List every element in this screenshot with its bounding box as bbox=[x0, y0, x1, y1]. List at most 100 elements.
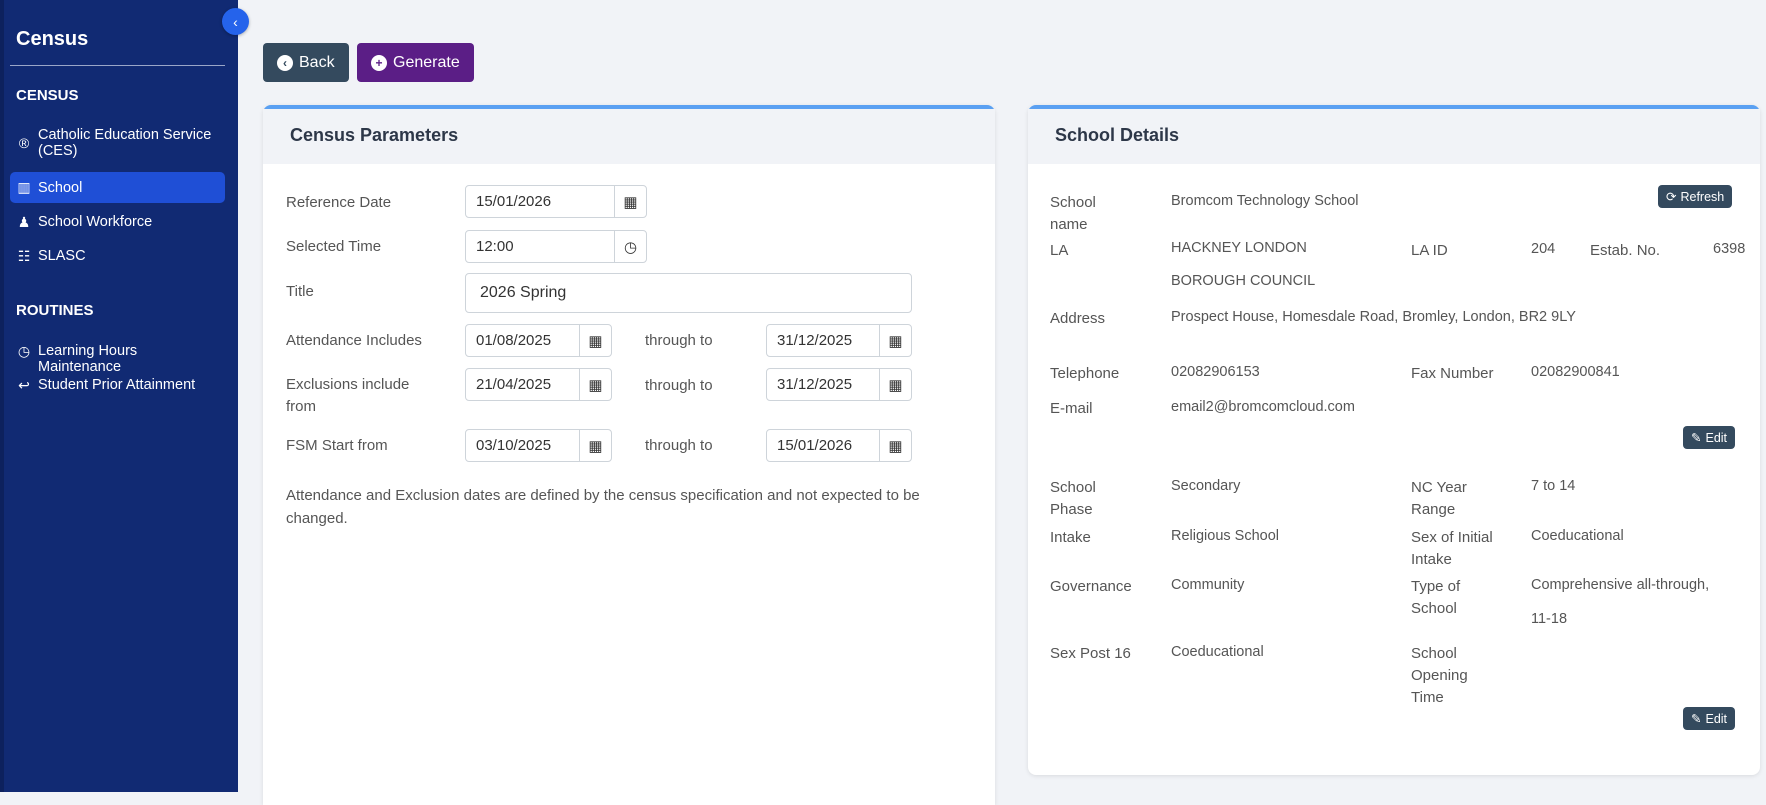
refresh-label: Refresh bbox=[1680, 189, 1725, 204]
edit-label: Edit bbox=[1705, 711, 1728, 726]
registered-icon: ® bbox=[18, 135, 30, 151]
sidebar-item-school-workforce[interactable]: ♟ School Workforce bbox=[10, 210, 225, 235]
input-value: 31/12/2025 bbox=[777, 376, 853, 393]
address-label: Address bbox=[1050, 310, 1106, 327]
calendar-icon[interactable]: ▦ bbox=[579, 325, 611, 356]
calendar-icon[interactable]: ▦ bbox=[879, 430, 911, 461]
through-to-label: through to bbox=[645, 377, 713, 394]
refresh-button[interactable]: ⟳ Refresh bbox=[1658, 185, 1733, 208]
school-name-value: Bromcom Technology School bbox=[1171, 193, 1359, 209]
reply-icon: ↩ bbox=[18, 377, 30, 393]
edit-icon: ✎ bbox=[1691, 712, 1702, 726]
sidebar-item-school[interactable]: ▥ School bbox=[10, 172, 225, 203]
clock-icon: ◷ bbox=[17, 343, 31, 359]
sidebar-item-ces[interactable]: ® Catholic Education Service (CES) bbox=[10, 123, 225, 163]
section-heading-routines: ROUTINES bbox=[16, 302, 94, 319]
selected-time-input[interactable]: 12:00 ◷ bbox=[465, 230, 647, 263]
la-id-value: 204 bbox=[1531, 241, 1556, 257]
fsm-from-input[interactable]: 03/10/2025 ▦ bbox=[465, 429, 612, 462]
sidebar-item-label: Student Prior Attainment bbox=[38, 377, 196, 393]
card-title: Census Parameters bbox=[263, 109, 995, 164]
input-value: 15/01/2026 bbox=[476, 193, 552, 210]
chevron-left-circle-icon: ‹ bbox=[277, 54, 293, 71]
person-icon: ♟ bbox=[17, 214, 31, 230]
sidebar-item-prior-attainment[interactable]: ↩ Student Prior Attainment bbox=[10, 373, 225, 398]
title-input[interactable]: 2026 Spring bbox=[465, 273, 912, 313]
sidebar-title: Census bbox=[16, 28, 89, 50]
phase-value: Secondary bbox=[1171, 478, 1241, 494]
sidebar-item-learning-hours[interactable]: ◷ Learning Hours Maintenance bbox=[10, 339, 225, 379]
fax-value: 02082900841 bbox=[1531, 364, 1620, 380]
nc-label: NC Year Range bbox=[1411, 479, 1467, 518]
building-icon: ▥ bbox=[17, 179, 31, 195]
email-value: email2@bromcomcloud.com bbox=[1171, 399, 1355, 415]
input-value: 12:00 bbox=[476, 238, 514, 255]
type-value: Comprehensive all-through, 11-18 bbox=[1531, 577, 1710, 627]
input-value: 2026 Spring bbox=[480, 284, 567, 301]
nc-value: 7 to 14 bbox=[1531, 478, 1576, 494]
card-title: School Details bbox=[1028, 109, 1760, 164]
sidebar-item-label: School Workforce bbox=[38, 214, 153, 230]
sidebar-item-slasc[interactable]: ☷ SLASC bbox=[10, 244, 225, 269]
exclusions-from-input[interactable]: 21/04/2025 ▦ bbox=[465, 368, 612, 401]
clock-icon[interactable]: ◷ bbox=[614, 231, 646, 262]
census-note: Attendance and Exclusion dates are defin… bbox=[286, 487, 920, 527]
la-id-label: LA ID bbox=[1411, 242, 1448, 259]
school-details-card: School Details bbox=[1028, 105, 1760, 775]
school-name-label: School name bbox=[1050, 194, 1096, 233]
back-button[interactable]: ‹ Back bbox=[263, 43, 349, 82]
edit-details-button[interactable]: ✎ Edit bbox=[1683, 707, 1736, 730]
attendance-from-input[interactable]: 01/08/2025 ▦ bbox=[465, 324, 612, 357]
census-parameters-card: Census Parameters bbox=[263, 105, 995, 805]
edit-icon: ✎ bbox=[1691, 431, 1702, 445]
email-label: E-mail bbox=[1050, 400, 1093, 417]
input-value: 03/10/2025 bbox=[476, 437, 552, 454]
sidebar-item-label: Learning Hours Maintenance bbox=[38, 343, 138, 375]
sex-intake-label: Sex of Initial Intake bbox=[1411, 529, 1493, 568]
selected-time-label: Selected Time bbox=[286, 238, 382, 255]
telephone-label: Telephone bbox=[1050, 365, 1120, 382]
calendar-icon[interactable]: ▦ bbox=[614, 186, 646, 217]
sidebar-item-label: Catholic Education Service (CES) bbox=[38, 127, 212, 159]
edit-contact-button[interactable]: ✎ Edit bbox=[1683, 426, 1736, 449]
through-to-label: through to bbox=[645, 437, 713, 454]
generate-label: Generate bbox=[393, 53, 460, 71]
exclusions-to-input[interactable]: 31/12/2025 ▦ bbox=[766, 368, 912, 401]
collapse-sidebar-button[interactable]: ‹ bbox=[222, 8, 249, 35]
address-value: Prospect House, Homesdale Road, Bromley,… bbox=[1171, 309, 1576, 325]
calendar-icon[interactable]: ▦ bbox=[879, 369, 911, 400]
intake-value: Religious School bbox=[1171, 528, 1280, 544]
calendar-icon[interactable]: ▦ bbox=[579, 369, 611, 400]
plus-circle-icon: + bbox=[371, 54, 387, 71]
sidebar-item-label: SLASC bbox=[38, 248, 86, 264]
divider bbox=[10, 65, 225, 66]
telephone-value: 02082906153 bbox=[1171, 364, 1260, 380]
calendar-icon[interactable]: ▦ bbox=[579, 430, 611, 461]
sex16-label: Sex Post 16 bbox=[1050, 645, 1131, 662]
exclusions-label: Exclusions include from bbox=[286, 376, 410, 415]
sidebar-item-label: School bbox=[38, 179, 83, 196]
governance-label: Governance bbox=[1050, 578, 1132, 595]
reference-date-input[interactable]: 15/01/2026 ▦ bbox=[465, 185, 647, 218]
intake-label: Intake bbox=[1050, 529, 1091, 546]
through-to-label: through to bbox=[645, 332, 713, 349]
opening-time-label: School Opening Time bbox=[1411, 645, 1468, 706]
sex16-value: Coeducational bbox=[1171, 644, 1264, 660]
generate-button[interactable]: + Generate bbox=[357, 43, 474, 82]
edit-label: Edit bbox=[1705, 430, 1728, 445]
fsm-to-input[interactable]: 15/01/2026 ▦ bbox=[766, 429, 912, 462]
title-label: Title bbox=[286, 283, 314, 300]
estab-value: 6398 bbox=[1713, 241, 1746, 257]
la-label: LA bbox=[1050, 242, 1069, 259]
phase-label: School Phase bbox=[1050, 479, 1096, 518]
calendar-icon[interactable]: ▦ bbox=[879, 325, 911, 356]
back-label: Back bbox=[299, 53, 335, 71]
input-value: 31/12/2025 bbox=[777, 332, 853, 349]
fax-label: Fax Number bbox=[1411, 365, 1494, 382]
input-value: 21/04/2025 bbox=[476, 376, 552, 393]
fsm-label: FSM Start from bbox=[286, 437, 388, 454]
section-heading-census: CENSUS bbox=[16, 87, 79, 104]
input-value: 01/08/2025 bbox=[476, 332, 552, 349]
type-label: Type of School bbox=[1411, 578, 1461, 617]
attendance-to-input[interactable]: 31/12/2025 ▦ bbox=[766, 324, 912, 357]
